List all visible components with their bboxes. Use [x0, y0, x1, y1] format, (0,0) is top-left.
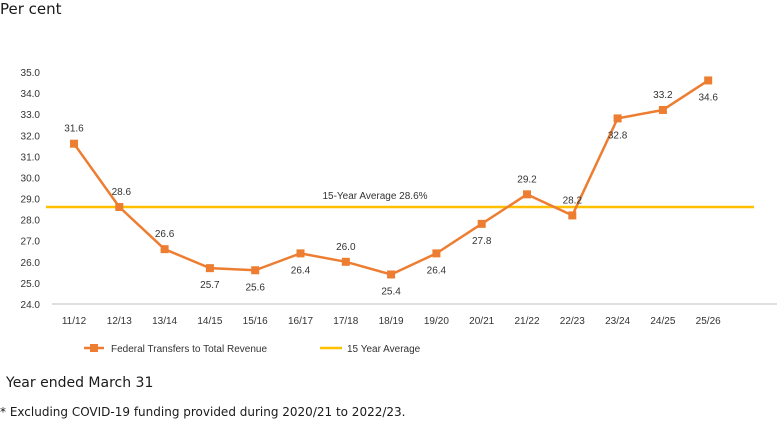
y-tick-label: 30.0 — [21, 173, 41, 184]
data-label: 26.4 — [291, 265, 311, 276]
data-point — [205, 264, 214, 273]
data-point — [704, 76, 713, 85]
data-label: 31.6 — [64, 124, 84, 135]
x-tick-label: 19/20 — [424, 316, 449, 327]
x-tick-label: 15/16 — [243, 316, 268, 327]
y-tick-label: 33.0 — [21, 110, 41, 121]
data-point — [296, 249, 305, 258]
x-tick-label: 18/19 — [379, 316, 404, 327]
x-tick-label: 11/12 — [62, 316, 87, 327]
data-point — [70, 139, 78, 148]
data-label: 28.6 — [112, 187, 132, 198]
data-label: 33.2 — [653, 90, 673, 101]
x-tick-label: 25/26 — [696, 316, 721, 327]
y-tick-label: 31.0 — [21, 152, 41, 163]
data-label: 25.4 — [381, 286, 401, 297]
data-point — [613, 114, 622, 123]
x-tick-label: 12/13 — [107, 316, 132, 327]
y-tick-label: 25.0 — [21, 279, 41, 290]
average-annotation: 15-Year Average 28.6% — [322, 191, 427, 202]
y-tick-label: 29.0 — [21, 195, 41, 206]
data-label: 32.8 — [608, 130, 628, 141]
data-point — [568, 211, 577, 220]
data-point — [160, 245, 169, 254]
y-tick-label: 26.0 — [21, 258, 41, 269]
data-label: 26.6 — [155, 229, 175, 240]
series-line — [72, 79, 709, 276]
x-tick-label: 17/18 — [333, 316, 358, 327]
data-point — [115, 202, 124, 211]
y-tick-label: 27.0 — [21, 237, 41, 248]
x-axis: 11/12 12/13 13/14 14/15 15/16 16/17 17/18 18/19… — [52, 303, 777, 327]
data-label: 25.7 — [200, 280, 220, 291]
y-tick-label: 32.0 — [21, 131, 41, 142]
footnote: * Excluding COVID-19 funding provided du… — [0, 405, 406, 419]
data-label: 34.6 — [698, 92, 718, 103]
x-tick-label: 20/21 — [469, 316, 494, 327]
data-point — [658, 105, 667, 114]
data-label: 26.0 — [336, 242, 356, 253]
data-label: 27.8 — [472, 236, 492, 247]
legend: Federal Transfers to Total Revenue 15 Yea… — [84, 344, 421, 355]
y-tick-label: 28.0 — [21, 216, 41, 227]
legend-label-average: 15 Year Average — [347, 344, 421, 355]
data-label: 29.2 — [517, 174, 537, 185]
y-axis: 24.0 25.0 26.0 27.0 28.0 29.0 30.0 31.0 32.0 33.0… — [21, 68, 41, 311]
x-tick-label: 13/14 — [152, 316, 177, 327]
x-tick-label: 21/22 — [514, 316, 539, 327]
x-tick-label: 16/17 — [288, 316, 313, 327]
transfers-series: 31.6 28.6 26.6 25.7 25.6 26.4 26.0 25.4 26.4 27.8… — [64, 76, 718, 297]
data-label: 25.6 — [245, 282, 265, 293]
legend-marker-transfers — [90, 344, 98, 352]
x-tick-label: 23/24 — [605, 316, 630, 327]
data-point — [523, 190, 531, 199]
y-tick-label: 35.0 — [21, 68, 41, 79]
data-label: 26.4 — [427, 265, 447, 276]
average-series: 15-Year Average 28.6% — [46, 191, 754, 209]
data-point — [432, 249, 441, 258]
y-tick-label: 24.0 — [21, 300, 41, 311]
data-point — [387, 270, 396, 279]
data-point — [251, 266, 260, 275]
x-tick-label: 24/25 — [650, 316, 675, 327]
data-point — [477, 219, 486, 228]
x-axis-caption: Year ended March 31 — [6, 375, 154, 391]
y-axis-unit-label: Per cent — [0, 0, 62, 18]
y-tick-label: 34.0 — [21, 89, 41, 100]
data-point — [341, 257, 350, 266]
legend-label-transfers: Federal Transfers to Total Revenue — [111, 344, 267, 355]
x-tick-label: 22/23 — [560, 316, 585, 327]
data-label: 28.2 — [563, 195, 583, 206]
x-tick-label: 14/15 — [197, 316, 222, 327]
